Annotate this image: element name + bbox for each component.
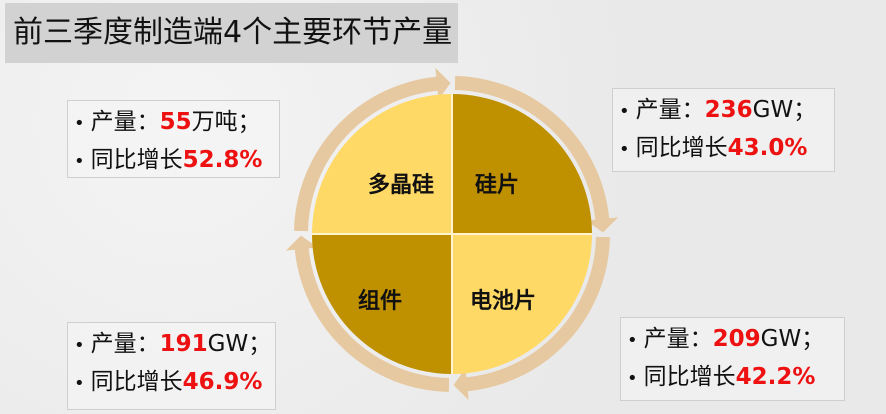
cycle-ring (285, 67, 619, 401)
arrow-bottom-icon (453, 236, 610, 401)
arrow-right-icon (454, 76, 619, 233)
growth-value: 43.0% (727, 135, 808, 161)
arrow-left-icon (285, 235, 450, 392)
output-value: 236 (704, 97, 753, 123)
growth-label: 同比增长 (90, 147, 183, 173)
output-value: 55 (159, 109, 192, 135)
slide-title: 前三季度制造端4个主要环节产量 (5, 3, 458, 63)
quadrant-module (312, 234, 452, 374)
growth-label: 同比增长 (643, 364, 736, 390)
label-polysilicon: 多晶硅 (368, 172, 434, 198)
output-value: 191 (159, 331, 208, 357)
output-label: 产量： (635, 97, 705, 123)
stats-wafer: • 产量：236GW； • 同比增长43.0% (612, 88, 835, 172)
growth-label: 同比增长 (90, 369, 183, 395)
stats-module: • 产量：191GW； • 同比增长46.9% (67, 322, 276, 410)
growth-value: 52.8% (182, 147, 263, 173)
stats-cell: • 产量：209GW； • 同比增长42.2% (620, 317, 845, 401)
output-label: 产量： (90, 331, 160, 357)
quadrant-wafer (452, 94, 592, 234)
output-label: 产量： (90, 109, 160, 135)
output-unit: 万吨； (191, 109, 261, 135)
quadrant-cell (452, 234, 592, 374)
output-unit: GW； (760, 326, 825, 352)
growth-value: 46.9% (182, 369, 263, 395)
stats-polysilicon: • 产量：55万吨； • 同比增长52.8% (67, 100, 280, 178)
label-cell: 电池片 (470, 289, 536, 314)
arrow-top-icon (294, 67, 451, 232)
output-value: 209 (712, 326, 761, 352)
output-unit: GW； (207, 331, 272, 357)
quadrant-polysilicon (312, 94, 452, 234)
growth-label: 同比增长 (635, 135, 728, 161)
output-label: 产量： (643, 326, 713, 352)
label-module: 组件 (358, 288, 402, 314)
growth-value: 42.2% (735, 364, 816, 390)
output-unit: GW； (752, 97, 817, 123)
label-wafer: 硅片 (475, 173, 519, 198)
